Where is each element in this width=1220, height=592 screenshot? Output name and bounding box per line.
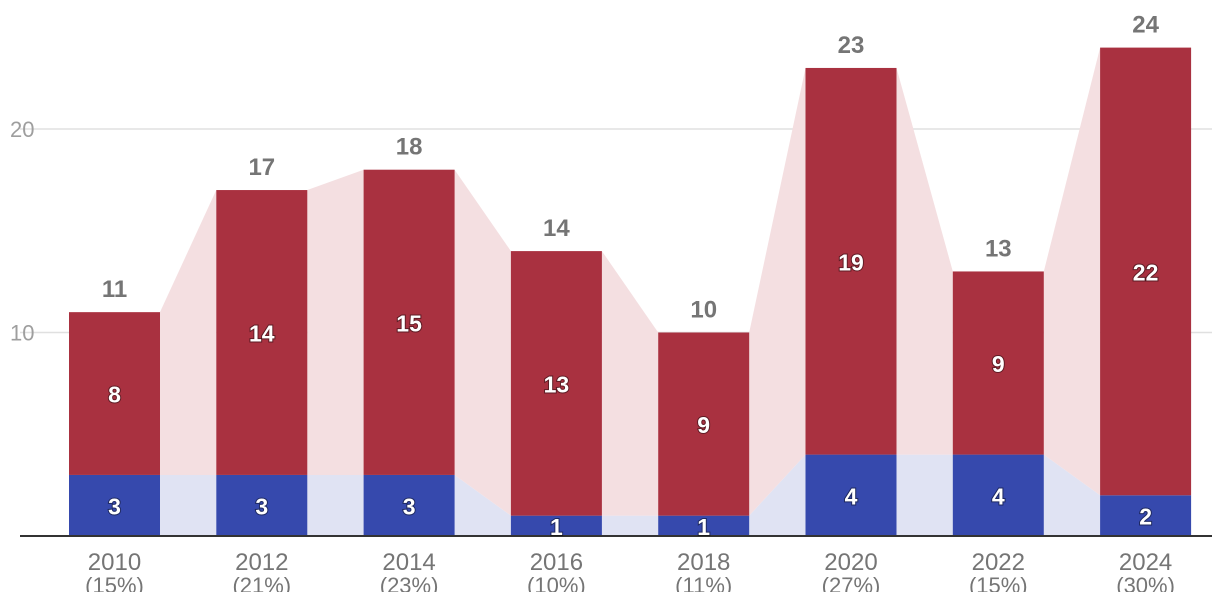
x-category-label: 2014 <box>382 549 435 576</box>
series-2-connector-band <box>1043 47 1101 496</box>
series-1-value-label: 3 <box>403 493 416 519</box>
series-1-connector-band <box>454 474 511 536</box>
x-category-sublabel: (27%) <box>822 573 881 592</box>
total-value-label: 13 <box>985 235 1012 262</box>
bar-segment-series-2 <box>510 251 602 516</box>
bar-segment-series-2 <box>216 190 308 475</box>
series-2-value-label: 9 <box>992 351 1005 377</box>
series-1-connector-band <box>601 515 659 536</box>
bar-segment-series-1 <box>805 454 897 536</box>
series-1-value-label: 3 <box>108 493 121 519</box>
y-tick-label: 20 <box>10 117 34 142</box>
series-2-connector-band <box>454 169 511 516</box>
x-category-sublabel: (15%) <box>85 573 144 592</box>
bar-segment-series-2 <box>363 169 455 475</box>
total-value-label: 17 <box>248 154 275 181</box>
series-2-value-label: 14 <box>249 321 275 347</box>
bar-segment-series-1 <box>658 515 750 536</box>
series-2-connector-band <box>307 169 364 475</box>
total-value-label: 11 <box>102 276 127 303</box>
bar-segment-series-1 <box>69 474 160 536</box>
series-1-value-label: 4 <box>845 483 858 509</box>
bar-segment-series-2 <box>658 332 750 516</box>
bar-segment-series-2 <box>805 67 897 455</box>
x-category-sublabel: (30%) <box>1116 573 1175 592</box>
x-category-label: 2012 <box>235 549 288 576</box>
bar-segment-series-2 <box>1100 47 1192 496</box>
series-1-value-label: 4 <box>992 483 1005 509</box>
x-category-sublabel: (11%) <box>675 573 732 592</box>
bar-segment-series-2 <box>69 312 160 475</box>
series-2-connector-band <box>749 67 806 516</box>
series-1-value-label: 1 <box>697 514 710 540</box>
series-2-connector-band <box>601 251 659 516</box>
x-category-label: 2024 <box>1119 549 1172 576</box>
series-1-connector-band <box>1043 454 1101 536</box>
total-value-label: 18 <box>396 134 423 161</box>
x-category-label: 2020 <box>824 549 877 576</box>
x-category-sublabel: (21%) <box>232 573 291 592</box>
bar-segment-series-1 <box>363 474 455 536</box>
series-2-value-label: 19 <box>838 249 864 275</box>
bars <box>69 47 1192 536</box>
series-1-connector-band <box>749 454 806 536</box>
bar-segment-series-1 <box>216 474 308 536</box>
total-value-label: 10 <box>690 297 717 324</box>
series-2-value-label: 9 <box>697 412 710 438</box>
total-value-label: 24 <box>1132 12 1159 39</box>
total-value-label: 14 <box>543 215 570 242</box>
x-category-label: 2018 <box>677 549 730 576</box>
y-tick-label: 10 <box>10 321 34 346</box>
series-2-value-label: 22 <box>1133 259 1159 285</box>
x-category-label: 2016 <box>530 549 583 576</box>
bar-segment-series-1 <box>510 515 602 536</box>
bar-segment-series-2 <box>952 271 1044 455</box>
x-category-sublabel: (15%) <box>969 573 1028 592</box>
connector-bands <box>160 47 1101 536</box>
x-category-label: 2010 <box>88 549 141 576</box>
series-1-value-label: 1 <box>550 514 563 540</box>
series-2-connector-band <box>160 190 217 475</box>
total-value-label: 23 <box>838 32 865 59</box>
x-category-sublabel: (10%) <box>527 573 586 592</box>
series-2-value-label: 13 <box>544 371 570 397</box>
x-category-sublabel: (23%) <box>380 573 439 592</box>
series-1-connector-band <box>896 454 953 536</box>
x-category-label: 2022 <box>972 549 1025 576</box>
bar-segment-series-1 <box>952 454 1044 536</box>
series-2-value-label: 15 <box>396 310 422 336</box>
labels: 102038112010(15%)314172012(21%)315182014… <box>10 12 1175 592</box>
series-1-connector-band <box>160 474 217 536</box>
series-1-value-label: 3 <box>255 493 268 519</box>
series-2-connector-band <box>896 67 953 455</box>
series-1-connector-band <box>307 474 364 536</box>
bar-segment-series-1 <box>1100 495 1192 536</box>
series-2-value-label: 8 <box>108 382 121 408</box>
series-1-value-label: 2 <box>1139 504 1152 530</box>
